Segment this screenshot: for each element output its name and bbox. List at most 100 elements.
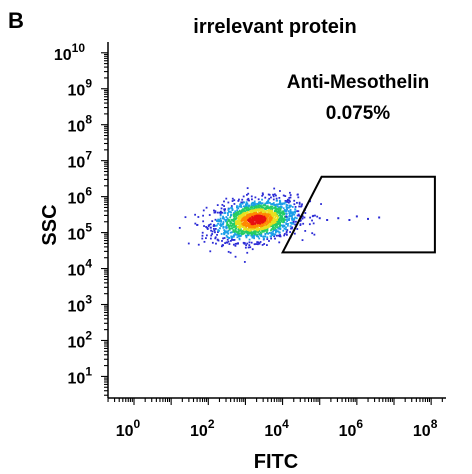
cell-event [254, 215, 257, 218]
cell-event [219, 217, 222, 220]
cell-event [241, 202, 244, 205]
cell-event [277, 209, 280, 212]
cell-event [285, 212, 288, 215]
cell-event [228, 219, 231, 222]
cell-event [226, 226, 228, 229]
cell-event [216, 233, 218, 236]
cell-event [258, 206, 260, 209]
cell-event [276, 226, 278, 229]
cell-event [278, 212, 280, 214]
cell-event [230, 231, 233, 234]
outlier-event [378, 216, 381, 219]
cell-event [225, 220, 227, 223]
cell-event [223, 229, 226, 232]
cell-event [280, 220, 283, 223]
cell-event [283, 233, 286, 235]
cell-event [246, 230, 248, 232]
cell-event [219, 214, 222, 217]
cell-event [311, 215, 314, 218]
cell-event [225, 234, 228, 237]
cell-event [255, 210, 257, 213]
cell-event [286, 201, 289, 203]
cell-event [235, 227, 238, 229]
cell-event [262, 217, 265, 219]
cell-event [267, 210, 270, 213]
cell-event [274, 219, 276, 221]
cell-event [288, 206, 291, 209]
cell-event [249, 246, 252, 249]
cell-event [237, 217, 239, 220]
y-tick-label: 101 [68, 364, 93, 387]
cell-event [257, 203, 260, 206]
cell-event [270, 207, 273, 210]
cell-event [244, 210, 247, 213]
cell-event [267, 207, 270, 210]
cell-event [218, 219, 221, 221]
cell-event [208, 224, 211, 226]
cell-event [235, 231, 238, 233]
cell-event [283, 202, 286, 205]
cell-event [266, 214, 269, 217]
cell-event [215, 224, 217, 227]
cell-event [253, 224, 256, 226]
cell-event [272, 232, 274, 235]
cell-event [244, 212, 247, 215]
cell-event [220, 224, 223, 227]
cell-event [257, 229, 260, 232]
cell-event [233, 230, 236, 233]
cell-event [288, 196, 291, 199]
cell-event [283, 221, 286, 224]
cell-event [285, 222, 288, 225]
cell-event [216, 204, 219, 207]
cell-event [262, 193, 264, 196]
cell-event [238, 237, 241, 240]
cell-event [253, 235, 255, 238]
cell-event [296, 214, 299, 217]
cell-event [232, 220, 235, 222]
cell-event [222, 225, 225, 228]
cell-event [246, 251, 249, 254]
cell-event [264, 196, 267, 199]
cell-event [274, 227, 277, 230]
cell-event [283, 215, 286, 218]
cell-event [282, 213, 284, 216]
gate-polygon[interactable] [280, 175, 436, 254]
cell-event [223, 205, 225, 207]
cell-event [249, 218, 252, 220]
cell-event [228, 237, 231, 239]
cell-event [268, 219, 271, 222]
cell-event [257, 243, 259, 246]
cell-event [289, 210, 292, 213]
cell-event [289, 231, 291, 233]
cell-event [268, 232, 271, 234]
cell-event [217, 218, 220, 221]
cell-event [254, 206, 257, 209]
cell-event [253, 218, 256, 220]
cell-event [237, 207, 240, 210]
cell-event [209, 223, 212, 226]
cell-event [252, 231, 255, 233]
cell-event [251, 198, 253, 201]
cell-event [250, 205, 253, 208]
cell-event [245, 244, 248, 247]
cell-event [237, 242, 239, 245]
cell-event [285, 218, 288, 221]
cell-event [296, 201, 298, 204]
cell-event [244, 227, 247, 230]
cell-event [261, 229, 264, 232]
cell-event [233, 218, 236, 221]
cell-event [217, 222, 219, 225]
y-tick-label: 108 [68, 113, 93, 136]
cell-event [219, 223, 222, 225]
cell-event [263, 214, 265, 217]
cell-event [187, 242, 190, 245]
cell-event [235, 222, 238, 225]
cell-event [282, 207, 285, 210]
cell-event [250, 214, 253, 217]
cell-event [218, 220, 221, 223]
cell-event [287, 223, 289, 225]
cell-event [261, 224, 264, 226]
cell-event [194, 213, 197, 216]
cell-event [214, 227, 217, 230]
cell-event [250, 211, 253, 214]
